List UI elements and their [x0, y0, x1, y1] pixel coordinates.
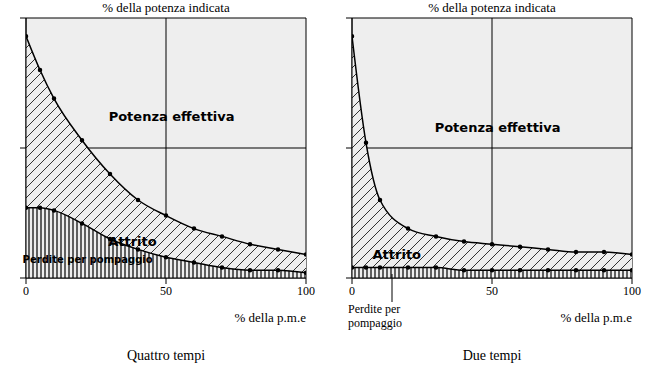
svg-text:Perdite per pompaggio: Perdite per pompaggio: [23, 254, 153, 265]
svg-text:Attrito: Attrito: [108, 234, 157, 249]
svg-text:0: 0: [349, 284, 355, 298]
html-text:% della potenza indicata: % della potenza indicata: [428, 0, 556, 15]
html-text:% della p.m.e: % della p.m.e: [234, 310, 306, 325]
svg-text:0: 0: [23, 284, 29, 298]
html-text:% della p.m.e: % della p.m.e: [560, 310, 632, 325]
html-text:Due tempi: Due tempi: [462, 348, 522, 363]
svg-text:Potenza effettiva: Potenza effettiva: [109, 109, 235, 124]
html-text:% della potenza indicata: % della potenza indicata: [102, 0, 230, 15]
svg-text:Potenza effettiva: Potenza effettiva: [435, 120, 561, 135]
html-text:Quattro tempi: Quattro tempi: [126, 348, 206, 363]
svg-text:100: 100: [623, 284, 641, 298]
svg-text:50: 50: [486, 284, 498, 298]
html-text:Perdite per pompaggio: Perdite per pompaggio: [348, 302, 402, 330]
svg-text:50: 50: [160, 284, 172, 298]
svg-text:100: 100: [297, 284, 315, 298]
svg-text:Attrito: Attrito: [373, 247, 422, 262]
